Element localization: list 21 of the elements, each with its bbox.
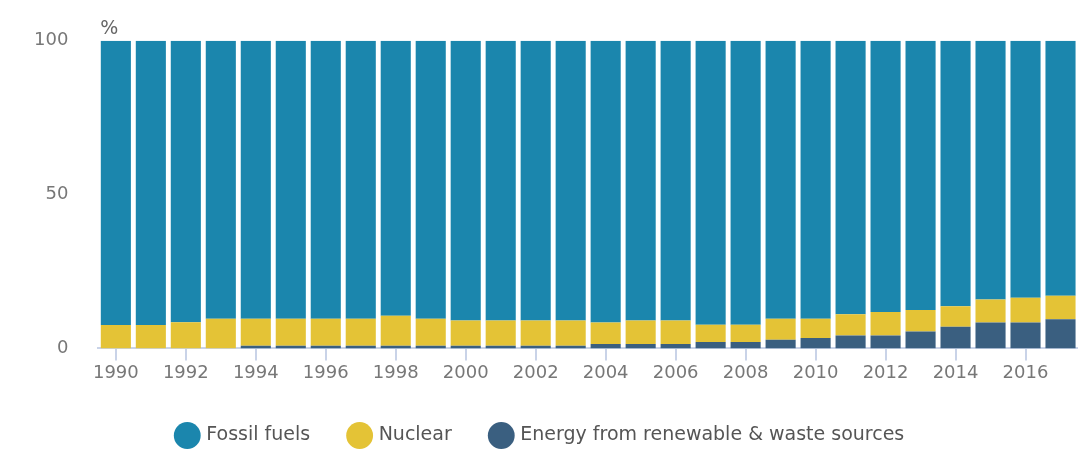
x-tick-label: 2012 xyxy=(862,360,909,382)
x-tick-label: 2008 xyxy=(722,360,769,382)
x-tick-label: 1992 xyxy=(162,360,209,382)
x-tick-label: 1994 xyxy=(232,360,279,382)
x-tick-label: 2010 xyxy=(792,360,839,382)
x-tick-label: 1998 xyxy=(372,360,419,382)
x-tick-label: 1990 xyxy=(92,360,139,382)
y-tick-label: 0 xyxy=(56,336,69,358)
y-tick-label: 50 xyxy=(45,182,69,204)
x-tick-label: 1996 xyxy=(302,360,349,382)
y-tick-label: 100 xyxy=(34,28,69,50)
x-tick-label: 2006 xyxy=(652,360,699,382)
x-tick-label: 2004 xyxy=(582,360,629,382)
legend-label: Energy from renewable & waste sources xyxy=(520,422,905,445)
legend-label: Fossil fuels xyxy=(206,422,311,445)
x-tick-label: 2016 xyxy=(1002,360,1049,382)
x-tick-label: 2002 xyxy=(512,360,559,382)
legend-label: Nuclear xyxy=(378,422,452,445)
y-axis-title: % xyxy=(100,16,119,39)
x-tick-label: 2014 xyxy=(932,360,979,382)
x-tick-label: 2000 xyxy=(442,360,489,382)
